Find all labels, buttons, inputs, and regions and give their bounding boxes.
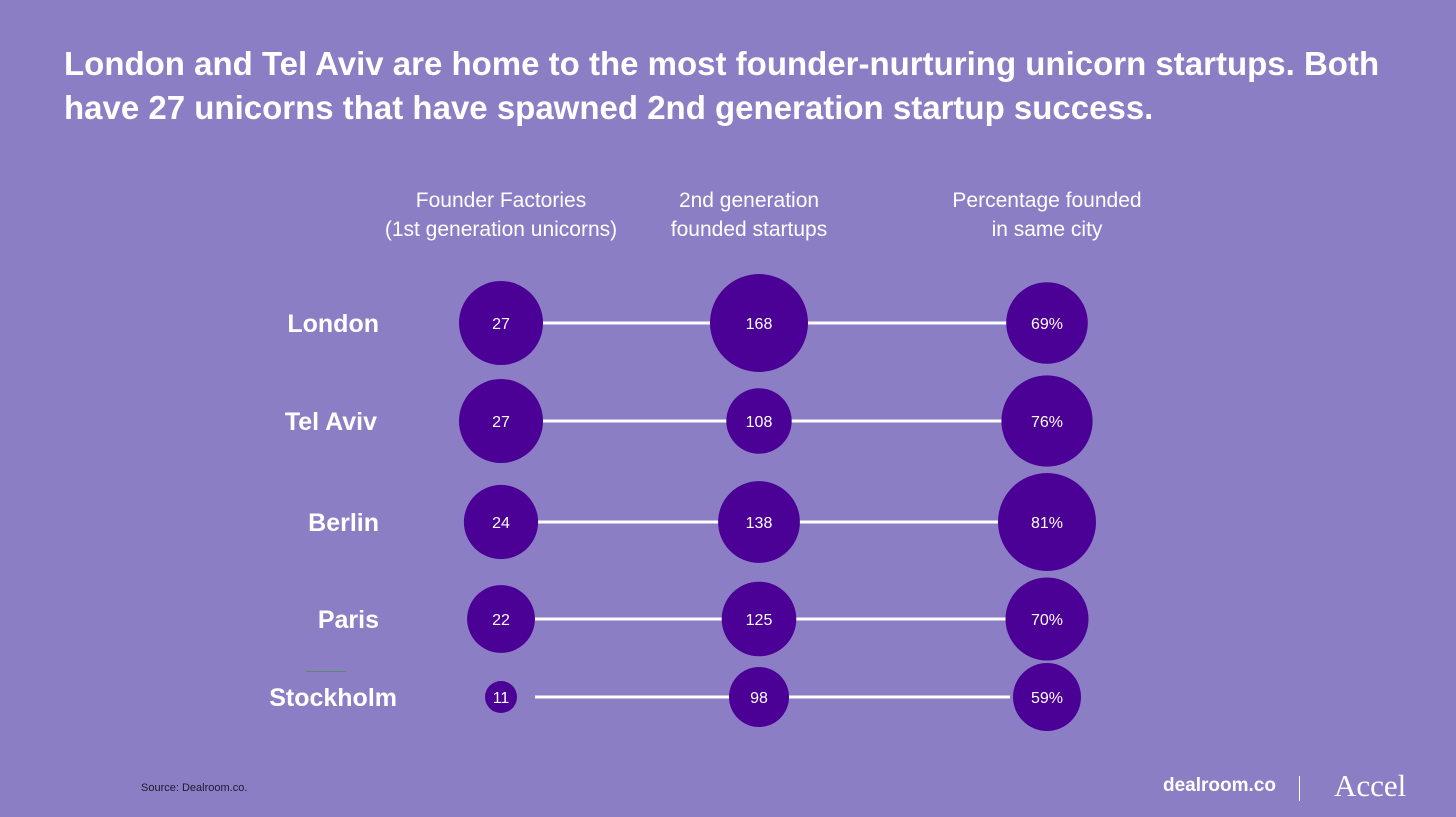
bubble-label-tel-aviv-col3: 76% — [1031, 414, 1063, 431]
bubble-tel-aviv-col2 — [726, 388, 792, 454]
bubble-label-london-col2: 168 — [746, 316, 773, 333]
column-header-2nd-generation: 2nd generation founded startups — [670, 189, 828, 241]
bubble-tel-aviv-col3 — [1001, 375, 1093, 467]
bubble-stockholm-col3 — [1013, 663, 1081, 731]
column-header-percentage-same-city: Percentage founded in same city — [952, 189, 1142, 241]
bubble-berlin-col2 — [718, 481, 800, 563]
bubble-paris-col3 — [1005, 577, 1089, 661]
bubble-berlin-col1 — [463, 484, 539, 560]
city-label-stockholm: Stockholm — [269, 684, 397, 712]
bubble-label-berlin-col3: 81% — [1031, 515, 1063, 532]
bubble-london-col2 — [710, 274, 808, 372]
bubble-label-stockholm-col3: 59% — [1031, 690, 1063, 707]
bubble-london-col3 — [1006, 282, 1088, 364]
bubble-label-london-col3: 69% — [1031, 316, 1063, 333]
bubble-label-paris-col2: 125 — [746, 612, 773, 629]
chart-title: London and Tel Aviv are home to the most… — [64, 45, 1380, 126]
bubble-label-stockholm-col1: 11 — [493, 690, 510, 707]
bubble-stockholm-col1 — [485, 681, 517, 713]
city-label-london: London — [287, 310, 379, 338]
bubble-label-london-col1: 27 — [492, 316, 510, 333]
bubble-london-col1 — [459, 281, 543, 365]
source-note: Source: Dealroom.co. — [141, 782, 248, 794]
footer-divider — [1299, 776, 1300, 801]
city-label-paris: Paris — [318, 606, 379, 634]
bubble-label-berlin-col2: 138 — [746, 515, 773, 532]
accel-logo: Accel — [1334, 768, 1407, 803]
dealroom-logo: dealroom.co — [1163, 775, 1276, 796]
bubble-label-tel-aviv-col1: 27 — [492, 414, 510, 431]
bubble-tel-aviv-col1 — [459, 379, 543, 463]
bubble-stockholm-col2 — [729, 667, 789, 727]
column-header-founder-factories: Founder Factories (1st generation unicor… — [384, 189, 618, 241]
bubble-paris-col1 — [467, 585, 535, 653]
city-label-berlin: Berlin — [308, 509, 379, 537]
city-label-tel-aviv: Tel Aviv — [285, 408, 377, 436]
bubble-label-paris-col1: 22 — [492, 612, 510, 629]
bubble-label-tel-aviv-col2: 108 — [746, 414, 773, 431]
bubble-label-stockholm-col2: 98 — [750, 690, 768, 707]
decorative-mark — [306, 671, 346, 672]
bubble-label-berlin-col1: 24 — [492, 515, 510, 532]
bubble-berlin-col3 — [998, 473, 1096, 571]
bubble-paris-col2 — [721, 581, 797, 657]
bubble-label-paris-col3: 70% — [1031, 612, 1063, 629]
